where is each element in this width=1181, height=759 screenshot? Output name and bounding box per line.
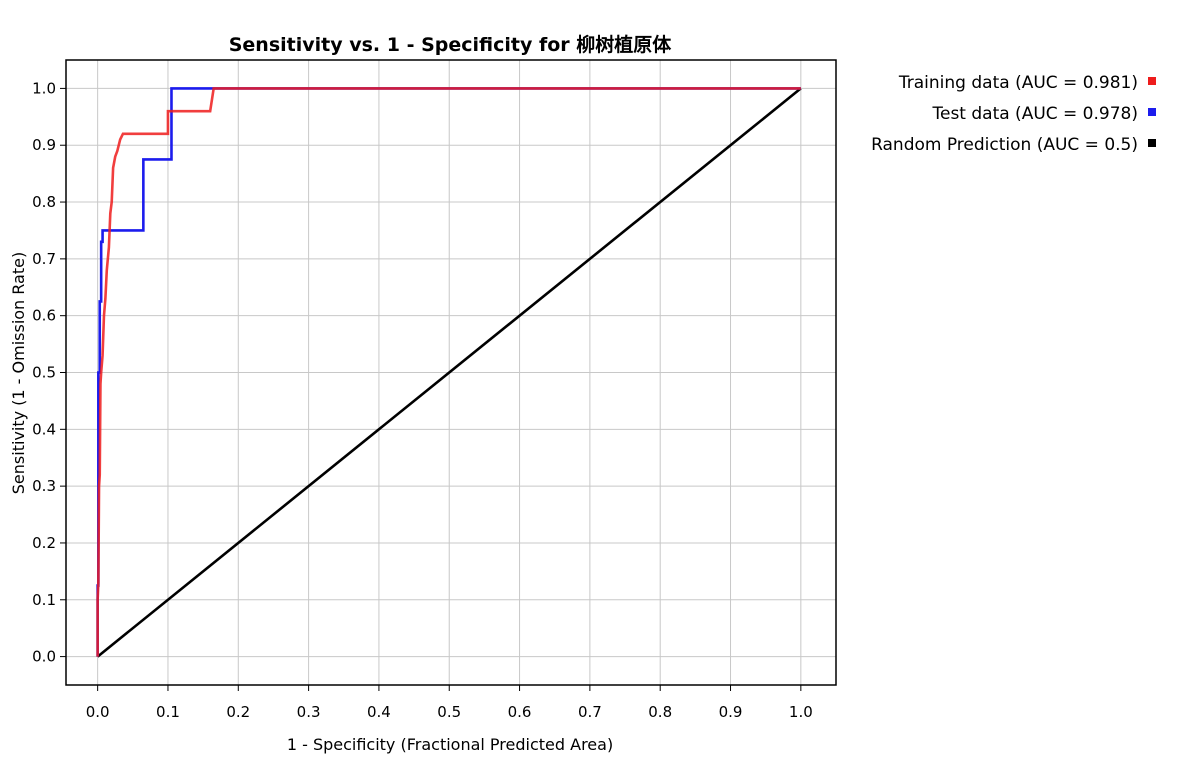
axis-ticks: 0.0 0.1 0.2 0.3 0.4 0.5 0.6 0.7 0.8 0.9 1.0 0.0 0.1 0… [32,79,813,721]
y-tick-label: 0.8 [32,193,56,211]
x-tick-label: 0.6 [508,703,532,721]
legend-swatch [1148,139,1156,147]
y-tick-label: 0.0 [32,648,56,666]
y-tick-label: 0.9 [32,136,56,154]
y-axis-label: Sensitivity (1 - Omission Rate) [9,252,28,494]
x-tick-label: 0.8 [648,703,672,721]
series-line-2 [96,87,802,658]
legend-label: Test data (AUC = 0.978) [931,104,1138,124]
legend-swatch [1148,108,1156,116]
chart-title: Sensitivity vs. 1 - Specificity for 柳树植原… [229,33,673,56]
y-tick-label: 0.7 [32,250,56,268]
x-tick-label: 0.1 [156,703,180,721]
x-tick-label: 0.3 [297,703,321,721]
series-lines [96,87,802,658]
y-tick-label: 0.1 [32,591,56,609]
y-tick-label: 0.2 [32,534,56,552]
x-tick-label: 0.7 [578,703,602,721]
y-tick-label: 0.4 [32,420,56,438]
x-tick-label: 1.0 [789,703,813,721]
x-axis-label: 1 - Specificity (Fractional Predicted Ar… [287,735,613,754]
y-tick-label: 0.3 [32,477,56,495]
series-line-0 [96,87,801,657]
legend: Training data (AUC = 0.981) Test data (AU… [871,73,1156,155]
x-tick-label: 0.4 [367,703,391,721]
x-tick-label: 0.5 [437,703,461,721]
legend-swatch [1148,77,1156,85]
y-tick-label: 0.6 [32,307,56,325]
x-tick-label: 0.2 [226,703,250,721]
y-tick-label: 0.5 [32,364,56,382]
legend-label: Training data (AUC = 0.981) [898,73,1138,93]
x-tick-label: 0.9 [719,703,743,721]
y-tick-label: 1.0 [32,79,56,97]
legend-label: Random Prediction (AUC = 0.5) [871,135,1138,155]
x-tick-label: 0.0 [86,703,110,721]
